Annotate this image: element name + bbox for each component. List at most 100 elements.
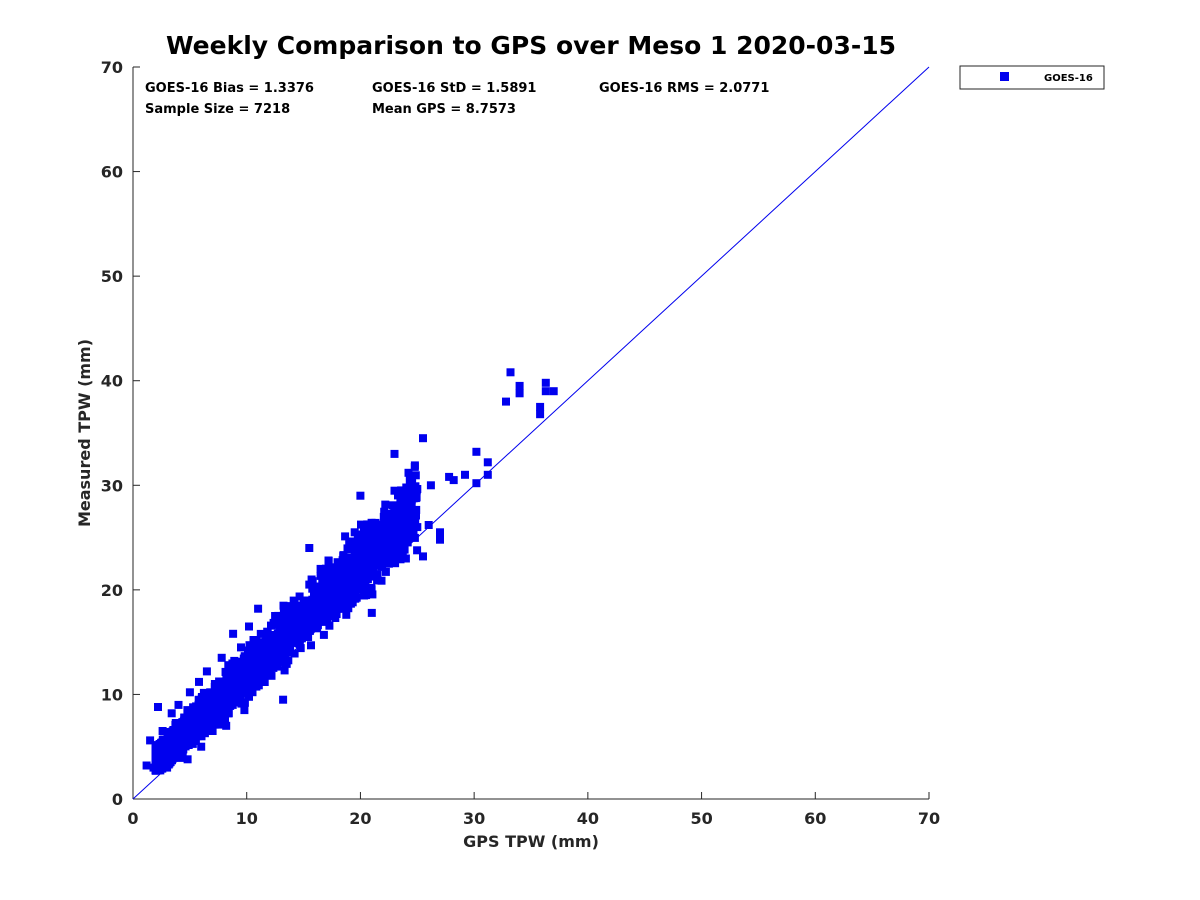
y-tick-label: 50 (101, 267, 123, 286)
data-point (220, 690, 228, 699)
legend: GOES-16 (959, 65, 1105, 90)
data-point (291, 611, 300, 620)
data-point (205, 700, 214, 709)
data-point (244, 646, 252, 655)
data-point (377, 534, 385, 543)
data-point (210, 680, 219, 688)
data-point (265, 646, 273, 654)
data-point (305, 623, 314, 632)
data-point (400, 527, 409, 536)
data-point (502, 397, 510, 406)
data-point (245, 641, 254, 650)
data-point (307, 641, 315, 650)
data-point (405, 520, 414, 529)
x-tick-label: 10 (236, 809, 258, 828)
data-point (536, 402, 545, 411)
y-tick-label: 30 (101, 476, 123, 495)
data-point (217, 653, 226, 662)
data-point (276, 643, 285, 652)
data-point (325, 621, 334, 630)
data-point (395, 529, 403, 538)
data-point (380, 552, 389, 561)
data-point (267, 671, 276, 680)
x-tick-label: 40 (577, 809, 599, 828)
data-point (265, 664, 274, 673)
legend-marker-square-icon (1000, 72, 1009, 81)
data-point (183, 755, 192, 764)
data-point (351, 578, 360, 587)
data-point (305, 544, 314, 552)
data-point (407, 498, 416, 506)
data-point (167, 709, 176, 718)
data-point (506, 368, 515, 377)
data-point (379, 523, 388, 532)
data-point (247, 660, 256, 669)
data-point (390, 543, 399, 552)
data-point (390, 449, 399, 458)
data-point (355, 530, 364, 539)
data-point (350, 548, 359, 557)
data-point (328, 564, 337, 573)
y-tick-label: 60 (101, 163, 123, 182)
stat-sample-size: Sample Size = 7218 (145, 102, 290, 117)
data-point (166, 746, 174, 755)
data-point (436, 528, 444, 537)
data-point (362, 536, 371, 545)
data-point (390, 538, 399, 547)
data-point (310, 612, 319, 620)
data-point (351, 544, 360, 553)
data-point (221, 714, 229, 723)
data-point (347, 590, 356, 599)
data-point (239, 654, 248, 663)
data-point (250, 636, 259, 645)
data-point (356, 491, 365, 500)
data-point (235, 688, 244, 697)
data-point (321, 585, 330, 594)
data-point (253, 641, 262, 649)
data-point (541, 387, 550, 396)
data-point (183, 706, 192, 715)
data-point (258, 638, 267, 647)
data-point (260, 671, 269, 680)
data-point (207, 716, 216, 725)
stat-bias: GOES-16 Bias = 1.3376 (145, 81, 314, 96)
data-point (356, 573, 365, 582)
data-point (404, 468, 413, 477)
data-point (483, 470, 492, 479)
data-point (387, 518, 396, 526)
data-point (185, 688, 194, 697)
data-point (305, 606, 314, 615)
data-point (214, 692, 223, 701)
data-point (316, 564, 325, 573)
data-point (413, 523, 422, 532)
data-point (345, 553, 354, 562)
data-point (197, 698, 205, 707)
data-point (336, 560, 345, 569)
data-point (156, 758, 165, 767)
data-point (231, 695, 240, 704)
data-point (279, 601, 288, 610)
data-point (237, 643, 245, 652)
chart-title: Weekly Comparison to GPS over Meso 1 202… (166, 31, 896, 60)
data-point (350, 528, 359, 537)
data-point (413, 546, 422, 555)
data-point (180, 723, 189, 731)
data-point (284, 630, 293, 639)
data-point (305, 580, 314, 589)
data-point (362, 591, 371, 600)
data-point (171, 738, 180, 746)
data-point (328, 597, 337, 606)
data-point (307, 575, 316, 584)
data-point (368, 590, 377, 599)
data-point (373, 576, 382, 585)
data-point (384, 523, 393, 532)
data-point (197, 693, 206, 701)
data-point (321, 578, 330, 587)
data-point (328, 570, 336, 579)
data-point (158, 727, 167, 735)
data-point (146, 736, 155, 745)
data-point (189, 721, 198, 730)
x-tick-label: 0 (127, 809, 138, 828)
data-point (259, 648, 268, 657)
data-point (515, 389, 524, 398)
